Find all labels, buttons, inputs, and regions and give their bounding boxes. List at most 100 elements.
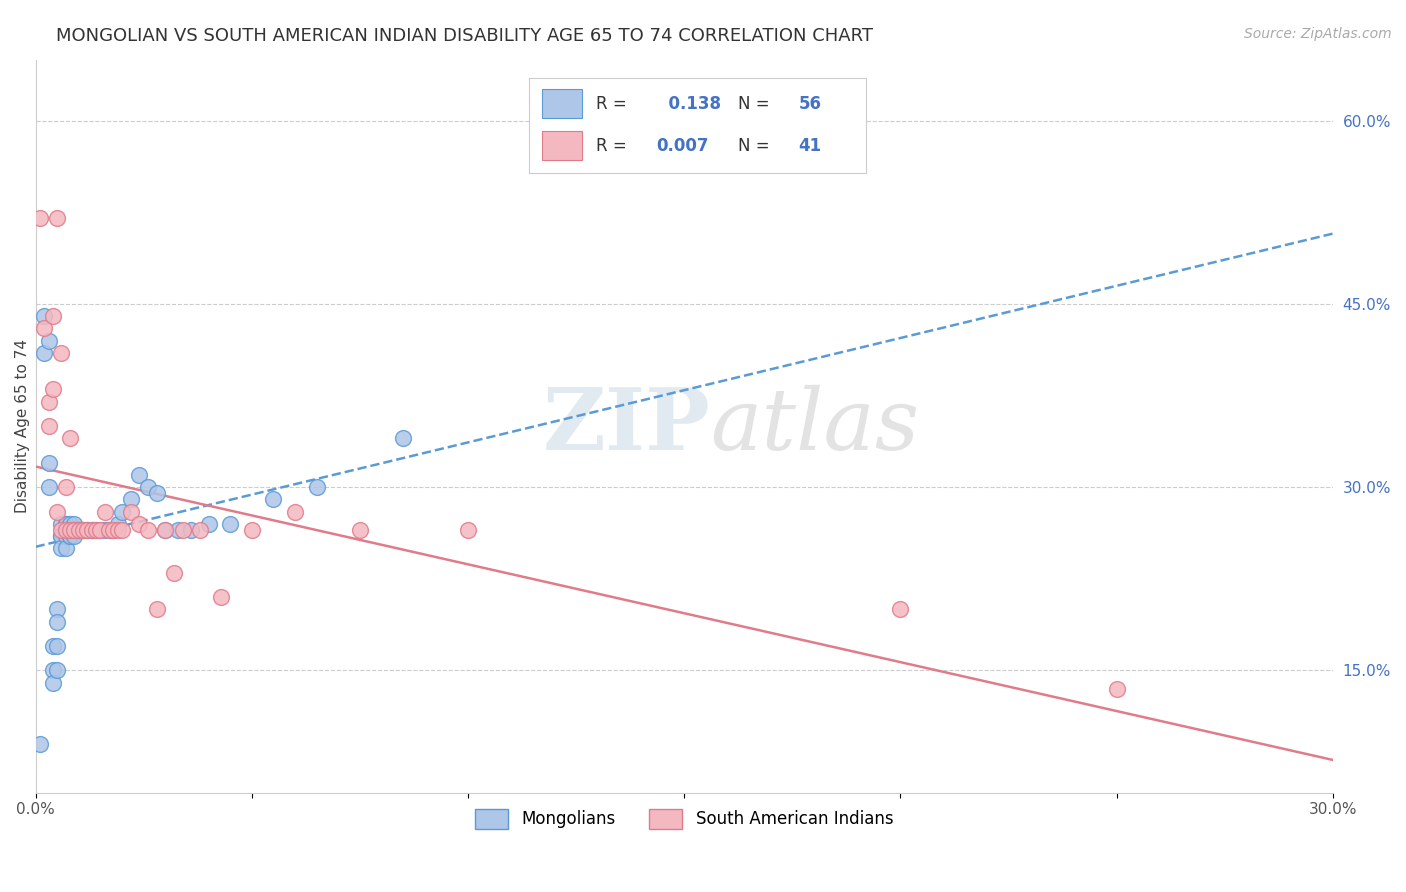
Mongolians bbox=[80, 523, 103, 537]
South American Indians bbox=[211, 590, 233, 604]
South American Indians bbox=[89, 523, 111, 537]
South American Indians bbox=[111, 523, 134, 537]
Mongolians bbox=[98, 523, 121, 537]
Mongolians bbox=[51, 516, 73, 531]
South American Indians bbox=[98, 523, 121, 537]
Mongolians bbox=[55, 516, 77, 531]
Mongolians bbox=[262, 492, 284, 507]
South American Indians bbox=[349, 523, 371, 537]
Mongolians bbox=[67, 523, 90, 537]
Mongolians bbox=[89, 523, 111, 537]
Mongolians bbox=[55, 541, 77, 556]
Mongolians bbox=[145, 486, 167, 500]
Mongolians bbox=[38, 480, 60, 494]
South American Indians bbox=[107, 523, 129, 537]
South American Indians bbox=[240, 523, 263, 537]
Mongolians bbox=[305, 480, 328, 494]
South American Indians bbox=[120, 505, 142, 519]
Text: atlas: atlas bbox=[710, 384, 920, 467]
Mongolians bbox=[46, 615, 69, 629]
South American Indians bbox=[80, 523, 103, 537]
Mongolians bbox=[63, 523, 86, 537]
Mongolians bbox=[84, 523, 107, 537]
South American Indians bbox=[76, 523, 98, 537]
South American Indians bbox=[59, 431, 82, 445]
South American Indians bbox=[172, 523, 194, 537]
Mongolians bbox=[67, 523, 90, 537]
South American Indians bbox=[155, 523, 177, 537]
Mongolians bbox=[32, 346, 55, 360]
Mongolians bbox=[46, 664, 69, 678]
Text: Source: ZipAtlas.com: Source: ZipAtlas.com bbox=[1244, 27, 1392, 41]
Mongolians bbox=[219, 516, 242, 531]
Mongolians bbox=[76, 523, 98, 537]
South American Indians bbox=[188, 523, 211, 537]
Mongolians bbox=[111, 505, 134, 519]
Mongolians bbox=[72, 523, 94, 537]
Mongolians bbox=[128, 468, 150, 483]
South American Indians bbox=[145, 602, 167, 616]
Mongolians bbox=[59, 529, 82, 543]
Mongolians bbox=[197, 516, 219, 531]
Mongolians bbox=[28, 737, 51, 751]
South American Indians bbox=[136, 523, 159, 537]
Mongolians bbox=[63, 523, 86, 537]
South American Indians bbox=[284, 505, 307, 519]
South American Indians bbox=[84, 523, 107, 537]
Mongolians bbox=[51, 529, 73, 543]
South American Indians bbox=[93, 505, 115, 519]
South American Indians bbox=[163, 566, 186, 580]
South American Indians bbox=[72, 523, 94, 537]
South American Indians bbox=[51, 346, 73, 360]
Mongolians bbox=[103, 523, 125, 537]
South American Indians bbox=[38, 394, 60, 409]
Mongolians bbox=[120, 492, 142, 507]
South American Indians bbox=[46, 505, 69, 519]
Mongolians bbox=[42, 664, 65, 678]
Y-axis label: Disability Age 65 to 74: Disability Age 65 to 74 bbox=[15, 339, 30, 513]
South American Indians bbox=[46, 211, 69, 226]
Mongolians bbox=[59, 516, 82, 531]
South American Indians bbox=[42, 383, 65, 397]
Mongolians bbox=[38, 456, 60, 470]
Legend: Mongolians, South American Indians: Mongolians, South American Indians bbox=[468, 802, 900, 836]
Mongolians bbox=[93, 523, 115, 537]
South American Indians bbox=[28, 211, 51, 226]
South American Indians bbox=[889, 602, 911, 616]
South American Indians bbox=[1105, 681, 1128, 696]
South American Indians bbox=[67, 523, 90, 537]
Mongolians bbox=[167, 523, 190, 537]
Mongolians bbox=[59, 529, 82, 543]
South American Indians bbox=[128, 516, 150, 531]
South American Indians bbox=[59, 523, 82, 537]
Mongolians bbox=[63, 516, 86, 531]
Text: MONGOLIAN VS SOUTH AMERICAN INDIAN DISABILITY AGE 65 TO 74 CORRELATION CHART: MONGOLIAN VS SOUTH AMERICAN INDIAN DISAB… bbox=[56, 27, 873, 45]
Mongolians bbox=[38, 334, 60, 348]
South American Indians bbox=[32, 321, 55, 335]
Mongolians bbox=[42, 639, 65, 653]
South American Indians bbox=[42, 309, 65, 323]
South American Indians bbox=[55, 523, 77, 537]
Mongolians bbox=[107, 516, 129, 531]
Mongolians bbox=[46, 639, 69, 653]
South American Indians bbox=[38, 419, 60, 434]
Mongolians bbox=[63, 529, 86, 543]
Mongolians bbox=[51, 529, 73, 543]
Mongolians bbox=[72, 523, 94, 537]
Mongolians bbox=[51, 541, 73, 556]
South American Indians bbox=[55, 480, 77, 494]
Mongolians bbox=[67, 523, 90, 537]
Mongolians bbox=[392, 431, 415, 445]
Mongolians bbox=[55, 516, 77, 531]
Mongolians bbox=[180, 523, 202, 537]
South American Indians bbox=[103, 523, 125, 537]
Mongolians bbox=[32, 309, 55, 323]
Mongolians bbox=[155, 523, 177, 537]
Mongolians bbox=[136, 480, 159, 494]
Mongolians bbox=[80, 523, 103, 537]
South American Indians bbox=[63, 523, 86, 537]
Mongolians bbox=[42, 675, 65, 690]
Mongolians bbox=[46, 602, 69, 616]
Text: ZIP: ZIP bbox=[543, 384, 710, 468]
South American Indians bbox=[51, 523, 73, 537]
